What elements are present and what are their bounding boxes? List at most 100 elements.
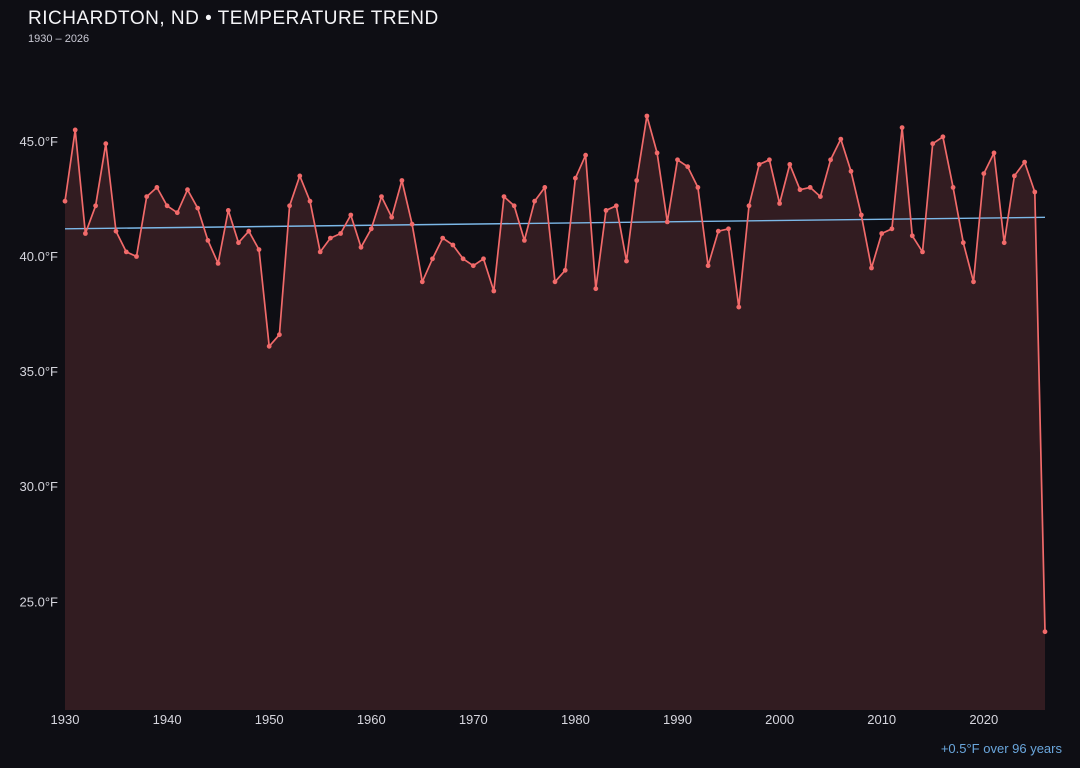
data-point (797, 187, 803, 193)
data-point (930, 141, 936, 147)
data-point (1001, 240, 1007, 246)
data-point (144, 194, 150, 200)
data-point (134, 254, 139, 259)
data-point (256, 247, 262, 253)
data-point (460, 256, 466, 262)
data-point (348, 212, 354, 218)
data-point (338, 231, 343, 236)
x-tick-label: 1980 (561, 712, 590, 727)
data-point (450, 242, 456, 248)
chart-header: RICHARDTON, ND • TEMPERATURE TREND 1930 … (28, 8, 439, 45)
data-point (470, 263, 476, 269)
data-point (389, 214, 395, 220)
data-point (113, 228, 119, 234)
x-tick-label: 1960 (357, 712, 386, 727)
y-tick-label: 30.0°F (20, 479, 59, 494)
data-point (603, 208, 609, 213)
data-point (409, 221, 415, 227)
data-point (685, 164, 691, 170)
data-point (746, 203, 752, 209)
x-tick-label: 1970 (459, 712, 488, 727)
data-point (491, 288, 497, 294)
data-point (736, 304, 742, 310)
y-tick-label: 40.0°F (20, 249, 59, 264)
data-point (440, 235, 446, 241)
data-point (613, 203, 619, 209)
data-point (246, 228, 252, 234)
data-point (777, 201, 782, 206)
x-tick-label: 1950 (255, 712, 284, 727)
data-point (644, 113, 650, 119)
data-point (225, 208, 231, 213)
data-point (858, 212, 864, 218)
data-point (522, 238, 527, 243)
data-point (328, 235, 333, 241)
data-point (542, 185, 548, 190)
data-point (950, 185, 956, 190)
y-tick-label: 35.0°F (20, 364, 59, 379)
data-point (1022, 159, 1027, 165)
data-point (981, 171, 987, 177)
data-point (705, 263, 711, 269)
x-tick-label: 2020 (969, 712, 998, 727)
data-point (297, 173, 303, 179)
data-point (317, 249, 323, 255)
data-point (287, 203, 292, 209)
y-tick-label: 25.0°F (20, 594, 59, 609)
data-point (675, 157, 680, 163)
data-point (481, 256, 486, 262)
temperature-area (65, 116, 1045, 710)
data-point (511, 203, 517, 209)
data-point (960, 240, 966, 246)
data-point (991, 150, 997, 156)
data-point (368, 226, 374, 232)
data-point (562, 267, 568, 273)
trend-line (64, 216, 1046, 230)
data-point (573, 175, 578, 181)
x-tick-label: 1930 (51, 712, 80, 727)
data-point (654, 150, 660, 156)
data-point (879, 231, 885, 236)
data-point (838, 136, 844, 142)
data-point (307, 198, 313, 204)
x-tick-label: 2000 (765, 712, 794, 727)
page-title: RICHARDTON, ND • TEMPERATURE TREND (28, 8, 439, 29)
data-point (123, 249, 129, 255)
data-point (818, 194, 823, 200)
data-point (787, 162, 793, 167)
data-point (72, 127, 78, 133)
data-point (971, 279, 976, 285)
data-point (1042, 629, 1048, 635)
data-point (164, 203, 170, 209)
data-point (940, 134, 946, 140)
data-point (532, 198, 537, 204)
data-point (430, 256, 435, 262)
data-point (664, 219, 670, 225)
data-point (767, 157, 772, 163)
data-point (379, 194, 384, 200)
data-point (205, 238, 211, 243)
data-point (920, 249, 925, 255)
data-point (215, 261, 221, 266)
data-point (174, 210, 180, 216)
data-point (236, 240, 241, 246)
data-point (756, 162, 762, 167)
data-point (1032, 189, 1038, 195)
data-point (899, 125, 905, 130)
data-point (501, 194, 507, 200)
data-point (624, 258, 629, 264)
data-point (583, 152, 588, 158)
page-subtitle: 1930 – 2026 (28, 32, 90, 45)
data-point (552, 279, 558, 285)
data-point (83, 231, 88, 236)
trend-annotation: +0.5°F over 96 years (940, 741, 1062, 756)
x-tick-label: 1940 (153, 712, 182, 727)
data-point (848, 168, 854, 174)
data-point (593, 286, 599, 292)
x-tick-label: 2010 (867, 712, 896, 727)
data-point (726, 226, 731, 232)
data-point (1012, 173, 1017, 179)
data-point (869, 265, 874, 271)
